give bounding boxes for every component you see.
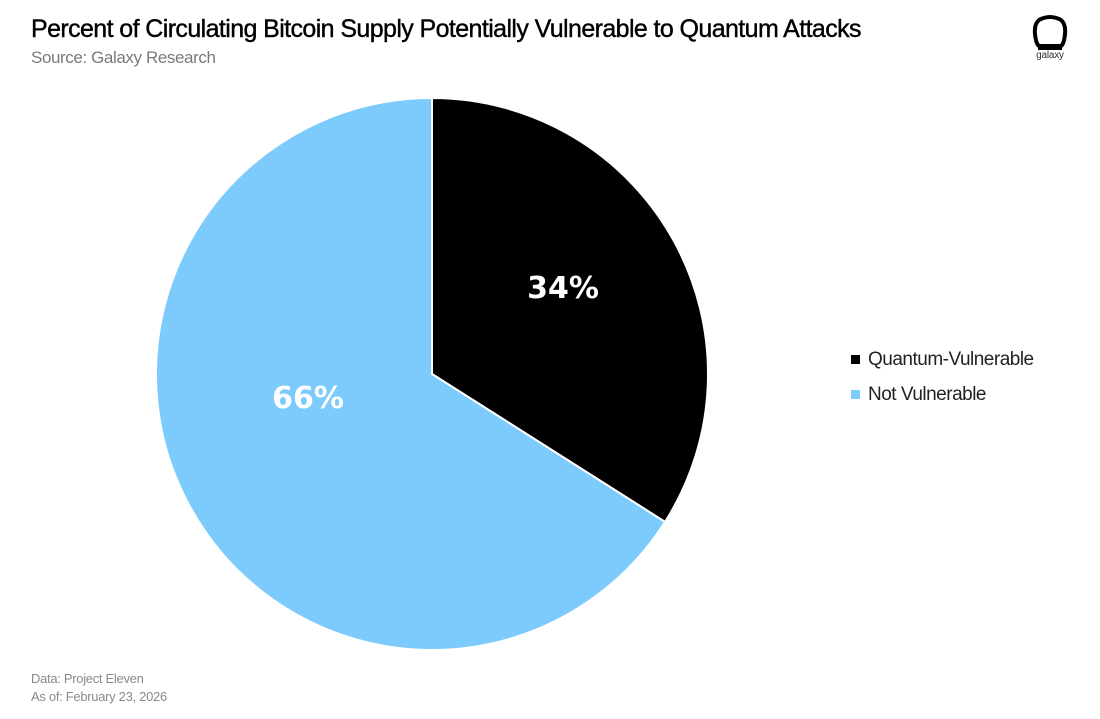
data-source-note: Data: Project Eleven (31, 671, 144, 686)
as-of-date: As of: February 23, 2026 (31, 689, 167, 704)
legend-item-quantum-vulnerable: Quantum-Vulnerable (851, 342, 1034, 377)
legend-label: Quantum-Vulnerable (868, 348, 1034, 370)
pie-slice-quantum-vulnerable (431, 96, 709, 524)
legend-swatch-blue (851, 390, 860, 399)
slice-label-not-vulnerable: 66% (272, 381, 344, 416)
slice-label-quantum-vulnerable: 34% (527, 271, 599, 306)
pie-slices (155, 96, 709, 651)
footer-notes: Data: Project Eleven As of: February 23,… (31, 670, 167, 706)
pie-slice-not-vulnerable (155, 96, 667, 651)
galaxy-logo-icon (1032, 15, 1068, 50)
logo-text: galaxy (1036, 50, 1064, 61)
legend-label: Not Vulnerable (868, 383, 986, 405)
chart-title: Percent of Circulating Bitcoin Supply Po… (31, 15, 862, 43)
legend: Quantum-Vulnerable Not Vulnerable (851, 342, 1034, 412)
legend-item-not-vulnerable: Not Vulnerable (851, 377, 1034, 412)
legend-swatch-black (851, 355, 860, 364)
chart-subtitle: Source: Galaxy Research (31, 48, 216, 67)
